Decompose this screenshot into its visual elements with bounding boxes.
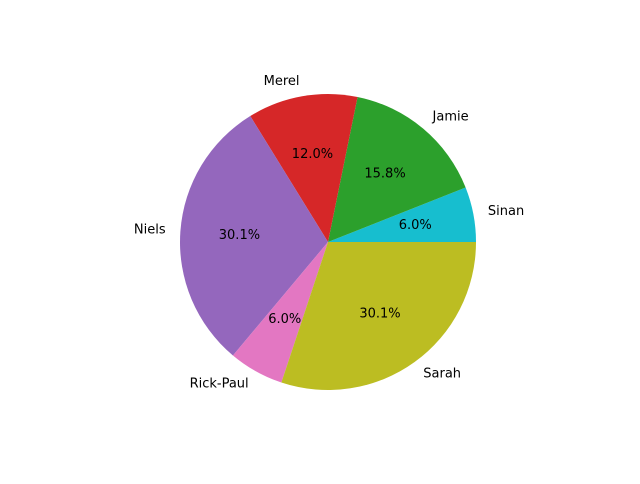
pie-slice-sarah [281, 242, 476, 390]
slice-label-rick-paul: Rick-Paul [190, 377, 249, 392]
pie-slice-sinan [328, 187, 476, 242]
slices-layer [179, 94, 476, 390]
slice-label-jamie: Jamie [432, 110, 469, 125]
slice-percent-rick-paul: 6.0% [268, 312, 301, 327]
slice-percent-niels: 30.1% [219, 228, 260, 243]
slice-percent-merel: 12.0% [292, 147, 333, 162]
slice-percent-sarah: 30.1% [359, 307, 400, 322]
slice-label-sarah: Sarah [423, 367, 461, 382]
pie-slice-rick-paul [232, 242, 328, 383]
pie-slice-merel [250, 94, 358, 243]
pie-slice-niels [179, 116, 328, 356]
pie-slice-jamie [328, 96, 466, 243]
slice-label-niels: Niels [134, 223, 166, 238]
slice-label-sinan: Sinan [488, 204, 524, 219]
labels-layer: Sinan 6.0% Jamie 15.8% Merel 12.0% Niels 30.1% R… [134, 74, 524, 391]
slice-percent-sinan: 6.0% [399, 218, 432, 233]
slice-label-merel: Merel [264, 74, 300, 89]
slice-percent-jamie: 15.8% [364, 166, 405, 181]
